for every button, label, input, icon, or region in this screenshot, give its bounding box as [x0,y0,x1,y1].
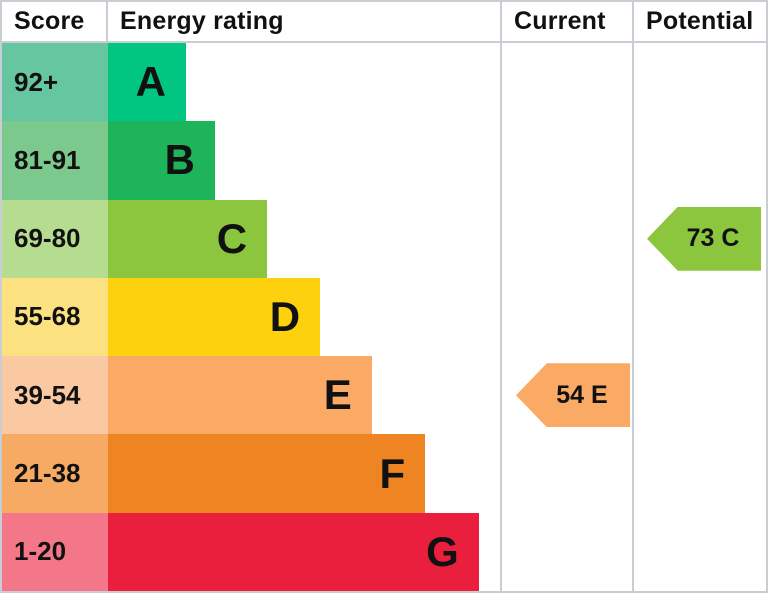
potential-column-cell [632,121,766,200]
header-potential: Potential [632,2,766,41]
band-letter: C [216,214,248,262]
band-row: 92+ A [2,43,766,122]
current-column-cell [500,434,632,513]
band-bar: B [108,121,216,200]
current-column-cell [500,277,632,357]
band-bar: A [108,43,186,122]
potential-column-cell [632,43,766,122]
band-bar: D [108,277,321,357]
current-column-cell [500,356,632,435]
band-letter: E [323,371,352,419]
potential-column-cell [632,356,766,435]
potential-rating-label: 73 C [686,224,740,253]
current-column-cell [500,43,632,122]
current-column-cell [500,121,632,200]
band-bar-area: B [108,121,500,200]
band-bar-area: D [108,277,500,357]
band-bar-area: E [108,356,500,435]
potential-column-cell [632,199,766,278]
potential-column-cell [632,512,766,591]
current-column-cell [500,512,632,591]
band-bar: C [108,199,268,278]
band-bar-area: F [108,434,500,513]
potential-column-cell [632,434,766,513]
band-row: 81-91 B [2,121,766,200]
band-bar-area: A [108,43,500,122]
band-row: 1-20 G [2,512,766,591]
band-row: 69-80 C [2,199,766,278]
band-letter: D [269,292,301,340]
band-letter: B [164,136,196,184]
band-bar-area: G [108,512,500,591]
band-score-cell: 69-80 [2,199,108,278]
header-row: Score Energy rating Current Potential [2,2,766,43]
band-bar: E [108,356,372,435]
band-row: 21-38 F [2,434,766,513]
band-score-cell: 39-54 [2,356,108,435]
current-rating-label: 54 E [556,380,608,409]
band-score-cell: 1-20 [2,512,108,591]
band-letter: G [426,527,459,575]
band-score-cell: 55-68 [2,277,108,357]
header-current: Current [500,2,632,41]
band-bar-area: C [108,199,500,278]
header-energy-rating: Energy rating [120,7,284,35]
band-row: 39-54 E [2,356,766,435]
current-column-cell [500,199,632,278]
band-bar: G [108,512,479,591]
band-score-cell: 81-91 [2,121,108,200]
band-letter: A [135,58,166,106]
potential-rating-arrow: 73 C [647,206,761,271]
band-bar: F [108,434,426,513]
potential-column-cell [632,277,766,357]
band-score-cell: 21-38 [2,434,108,513]
band-row: 55-68 D [2,277,766,357]
chart-body: 92+ A 81-91 B 69-80 C 55-68 [2,43,766,591]
band-letter: F [379,449,406,497]
band-score-cell: 92+ [2,43,108,122]
header-score: Score [2,2,108,41]
